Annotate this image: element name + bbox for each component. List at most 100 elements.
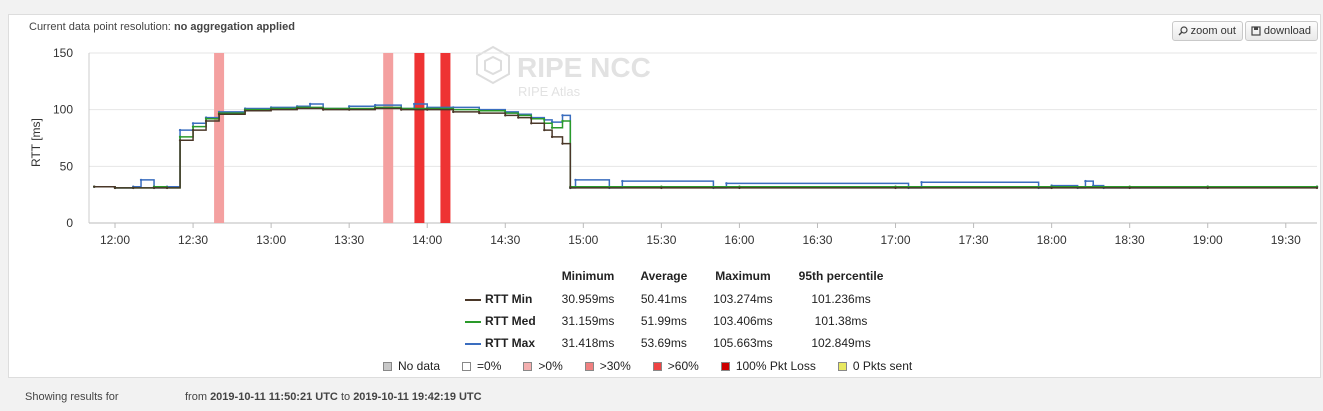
legend-label: >30% <box>599 359 631 373</box>
series-rtt-med-point <box>550 126 554 129</box>
series-rtt-min-point <box>452 110 455 114</box>
stats-cell-avg: 51.99ms <box>640 314 687 328</box>
zoom-out-button[interactable]: zoom out <box>1171 21 1243 41</box>
series-rtt-max-point <box>347 105 351 108</box>
footer-label: Showing results for <box>25 391 119 403</box>
stats-cell-p95: 101.38ms <box>814 314 868 328</box>
legend-label: =0% <box>477 359 502 373</box>
stats-cell-min: 31.418ms <box>561 336 615 350</box>
stats-header-cell: 95th percentile <box>798 269 884 283</box>
series-rtt-min-point <box>543 128 546 132</box>
x-tick-label: 14:30 <box>490 233 520 247</box>
series-rtt-min-point <box>217 113 221 116</box>
series-rtt-min-point <box>504 114 507 117</box>
stats-series-label: RTT Min <box>485 292 533 306</box>
x-tick-label: 15:30 <box>646 233 676 247</box>
stats-header-cell: Minimum <box>561 269 615 283</box>
series-rtt-min-point <box>243 109 247 113</box>
series-rtt-min-point <box>178 139 182 142</box>
stats-series-label: RTT Max <box>485 336 536 350</box>
chart-panel: Current data point resolution: no aggreg… <box>8 14 1321 378</box>
grid-lines <box>88 52 1317 224</box>
download-button[interactable]: download <box>1244 21 1318 41</box>
watermark: RIPE NCC RIPE Atlas <box>476 45 651 99</box>
series-rtt-min-point <box>400 108 403 111</box>
stats-header-cell: Average <box>640 269 688 283</box>
series-rtt-min-point <box>561 142 564 145</box>
x-tick-label: 13:30 <box>334 233 364 247</box>
stats-cell-p95: 101.236ms <box>811 292 871 306</box>
series-rtt-min-point <box>191 128 195 132</box>
series-rtt-max-point <box>191 122 195 125</box>
stats-cell-avg: 50.41ms <box>640 292 687 306</box>
series-rtt-min-point <box>569 186 572 190</box>
x-tick-label: 19:00 <box>1193 233 1223 247</box>
legend-item: >30% <box>584 359 631 373</box>
series-rtt-min-point <box>93 185 96 188</box>
series-lines <box>93 102 1319 190</box>
y-axis: 0 50 100 150 <box>53 46 73 230</box>
series-rtt-max-point <box>413 102 416 106</box>
x-tick-label: 13:00 <box>256 233 286 247</box>
series-rtt-min-point <box>321 108 325 111</box>
download-label: download <box>1263 25 1311 37</box>
footer-from: from <box>185 391 207 403</box>
x-tick-label: 19:30 <box>1271 233 1301 247</box>
series-rtt-max-point <box>308 102 312 106</box>
y-tick-label: 150 <box>53 46 73 60</box>
x-tick-label: 17:00 <box>881 233 911 247</box>
series-rtt-max-point <box>178 128 182 132</box>
legend-item: 100% Pkt Loss <box>720 359 816 373</box>
series-rtt-min-point <box>738 186 741 190</box>
legend-item: >60% <box>652 359 699 373</box>
stats-cell-max: 105.663ms <box>713 336 773 350</box>
loss-band <box>440 53 451 223</box>
series-rtt-min-point <box>373 107 377 110</box>
series-rtt-max-point <box>920 181 923 184</box>
resolution-value: no aggregation applied <box>173 21 295 33</box>
series-rtt-med-point <box>178 135 182 139</box>
y-tick-label: 0 <box>66 216 73 230</box>
watermark-subtitle: RIPE Atlas <box>518 84 581 99</box>
series-rtt-max-point <box>561 114 564 117</box>
stats-series-name: RTT Max <box>465 336 549 358</box>
x-tick-label: 14:00 <box>412 233 442 247</box>
legend-label: No data <box>398 359 441 373</box>
stats-row: RTT Min 30.959ms 50.41ms 103.274ms 101.236ms <box>465 292 896 314</box>
legend-swatch <box>383 361 392 371</box>
watermark-title: RIPE NCC <box>517 52 651 83</box>
series-rtt-max-point <box>373 103 377 107</box>
x-tick-label: 18:30 <box>1115 233 1145 247</box>
series-rtt-min-point <box>204 119 208 123</box>
series-rtt-max-point <box>1084 179 1087 183</box>
legend-swatch <box>837 361 847 371</box>
stats-body: RTT Min 30.959ms 50.41ms 103.274ms 101.236ms… <box>465 292 896 358</box>
stats-row: RTT Med 31.159ms 51.99ms 103.406ms 101.38ms <box>465 314 896 336</box>
stats-cell-avg: 53.69ms <box>640 336 687 350</box>
legend-item: 0 Pkts sent <box>837 359 912 373</box>
stats-series-label: RTT Med <box>485 314 536 328</box>
series-rtt-min-point <box>530 122 533 125</box>
series-rtt-min-point <box>478 111 481 115</box>
loss-band <box>414 53 425 223</box>
legend-item: No data <box>383 359 440 373</box>
series-rtt-min <box>94 107 1317 189</box>
series-rtt-max-point <box>725 182 728 185</box>
x-tick-label: 16:00 <box>724 233 754 247</box>
series-rtt-min-point <box>1128 186 1131 190</box>
series-rtt-min-point <box>269 108 273 111</box>
stats-cell-p95: 102.849ms <box>811 336 871 350</box>
stats-cell-min: 31.159ms <box>561 314 615 328</box>
series-rtt-min-point <box>426 108 429 111</box>
resolution-info: Current data point resolution: no aggreg… <box>29 21 295 33</box>
results-footer: Showing results for from 2019-10-11 11:5… <box>25 391 482 403</box>
legend-label: >60% <box>667 359 699 373</box>
series-rtt-max-point <box>139 178 143 182</box>
series-swatch <box>465 342 481 345</box>
magnifier-icon <box>1178 26 1188 36</box>
series-rtt-min-point <box>295 107 299 110</box>
series-rtt-med-point <box>191 125 195 128</box>
loss-bands <box>214 53 451 223</box>
resolution-label: Current data point resolution: <box>29 21 171 33</box>
series-rtt-min-point <box>152 186 156 190</box>
